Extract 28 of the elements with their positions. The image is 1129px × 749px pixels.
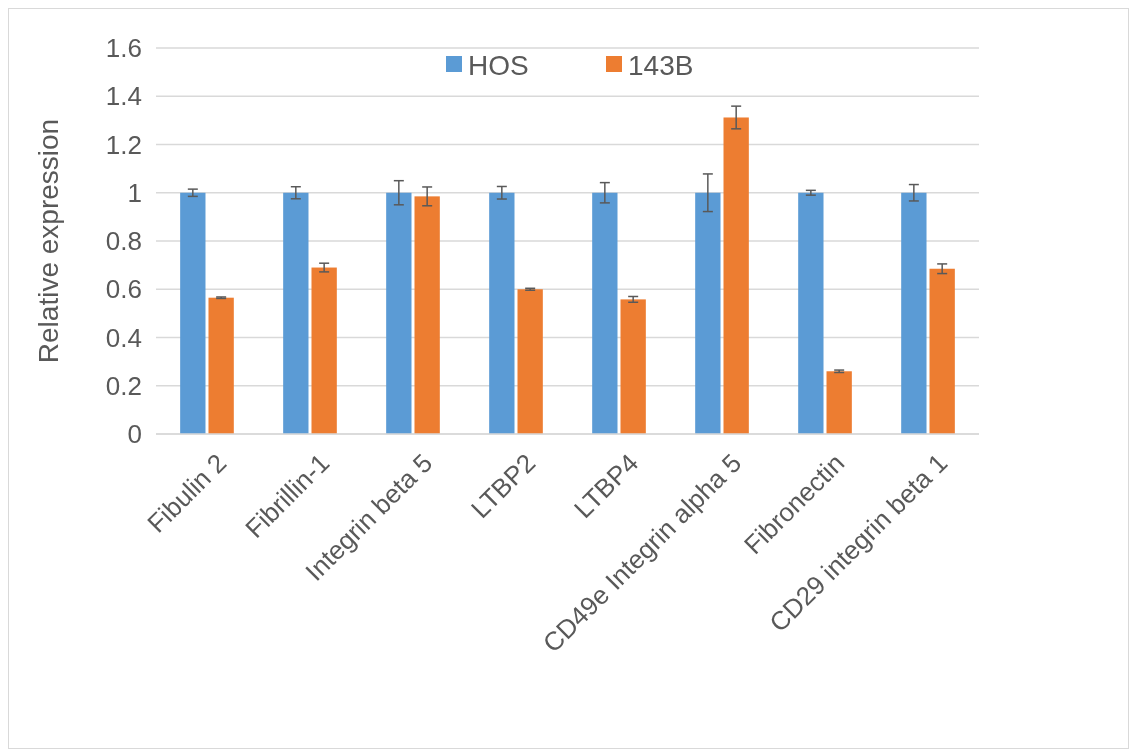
y-tick-label: 0.2 — [105, 370, 142, 401]
bar — [592, 192, 618, 434]
bar — [695, 192, 721, 434]
y-tick-label: 0 — [127, 419, 142, 450]
bar — [620, 299, 646, 434]
bar — [489, 192, 515, 434]
y-tick-label: 0.4 — [105, 322, 142, 353]
bar — [901, 192, 927, 434]
bar — [517, 289, 543, 434]
legend-label: 143B — [628, 49, 694, 81]
y-tick-label: 1.2 — [105, 129, 142, 160]
bar — [180, 192, 206, 434]
bar — [929, 268, 955, 434]
y-axis-title: Relative expression — [33, 118, 64, 364]
bar — [826, 371, 852, 434]
bar — [386, 192, 412, 434]
y-tick-label: 0.8 — [105, 226, 142, 257]
bar — [723, 117, 749, 434]
y-tick-label: 1.4 — [105, 81, 142, 112]
bar — [798, 192, 824, 434]
bar — [208, 297, 234, 434]
y-tick-label: 0.6 — [105, 274, 142, 305]
y-tick-label: 1 — [127, 177, 142, 208]
y-tick-label: 1.6 — [105, 33, 142, 64]
bar — [414, 196, 440, 434]
bar — [311, 267, 337, 434]
bar — [283, 192, 309, 434]
legend-label: HOS — [468, 49, 529, 81]
